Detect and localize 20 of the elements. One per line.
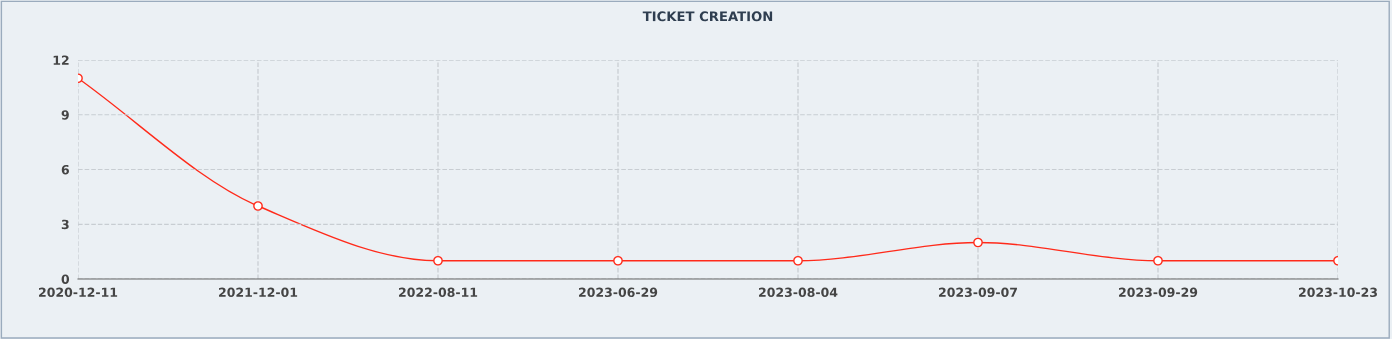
point <box>433 255 443 266</box>
y-tick-label: 3 <box>61 219 69 230</box>
point <box>973 237 983 248</box>
y-tick-label: 6 <box>61 164 69 175</box>
x-tick-label: 2020-12-11 <box>39 287 118 298</box>
x-tick-label: 2023-10-23 <box>1299 287 1377 298</box>
x-tick-label: 2023-09-29 <box>1119 287 1198 298</box>
x-tick-label: 2022-08-11 <box>399 287 478 298</box>
x-tick-label: 2023-09-07 <box>939 287 1017 298</box>
x-tick-label: 2021-12-01 <box>219 287 298 298</box>
point <box>793 255 803 266</box>
chart-title: TICKET CREATION <box>642 11 773 22</box>
x-tick-label: 2023-06-29 <box>579 287 658 298</box>
x-tick-label: 2023-08-04 <box>759 287 838 298</box>
y-tick-label: 12 <box>53 55 69 65</box>
point <box>1153 255 1163 266</box>
y-tick-label: 9 <box>61 110 69 120</box>
y-tick-label: 0 <box>61 274 70 284</box>
point <box>613 255 623 266</box>
point <box>253 201 263 211</box>
